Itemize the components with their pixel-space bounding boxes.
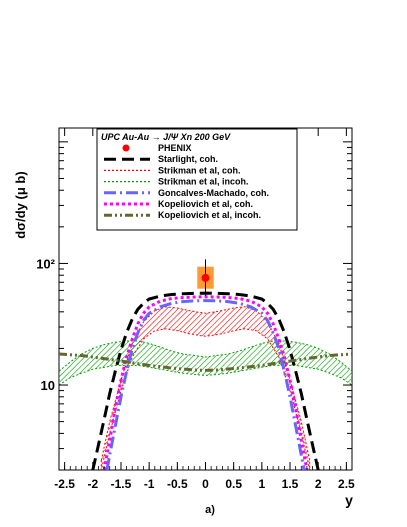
series-band-strikman-et-al-incoh [59, 340, 352, 386]
x-tick-label: -0.5 [167, 477, 188, 491]
x-tick-label: 2.5 [338, 477, 355, 491]
series-line-goncalves-machado-coh [105, 299, 306, 470]
legend-entry-phenix: PHENIX [122, 143, 192, 153]
series-band-strikman-et-al-coh [100, 306, 311, 470]
legend-label: Strikman et al, coh. [158, 165, 241, 175]
legend-box [96, 128, 298, 231]
y-tick-label: 10² [36, 256, 55, 271]
x-tick-label: -1 [144, 477, 155, 491]
legend-header: UPC Au-Au → J/Ψ Xn 200 GeV [101, 132, 231, 142]
legend-swatch-phenix [122, 144, 130, 152]
series-line-kopeliovich-et-al-incoh [59, 352, 352, 372]
x-tick-label: 1.5 [282, 477, 299, 491]
legend-entry-kopeliovich-et-al-coh: Kopeliovich et al, coh. [104, 199, 253, 209]
x-tick-label: 1 [259, 477, 266, 491]
x-axis-title: y [345, 492, 353, 508]
x-tick-label: 0.5 [225, 477, 242, 491]
x-tick-label: 2 [315, 477, 322, 491]
x-tick-label: -2 [87, 477, 98, 491]
y-tick-label: 10 [41, 378, 55, 393]
legend-label: Goncalves-Machado, coh. [158, 188, 269, 198]
series-line-kopeliovich-et-al-coh [102, 295, 309, 470]
legend-label: Strikman et al, incoh. [158, 177, 249, 187]
x-tick-label: -1.5 [111, 477, 132, 491]
data-point-phenix [201, 273, 210, 282]
panel-label: a) [205, 504, 215, 516]
legend-label: Kopeliovich et al, incoh. [158, 210, 261, 220]
legend-entry-kopeliovich-et-al-incoh: Kopeliovich et al, incoh. [104, 210, 261, 220]
legend-entry-goncalves-machado-coh: Goncalves-Machado, coh. [104, 188, 269, 198]
legend-entry-starlight-coh: Starlight, coh. [104, 154, 218, 164]
legend: UPC Au-Au → J/Ψ Xn 200 GeV PHENIXStarlig… [96, 128, 298, 231]
legend-label: Kopeliovich et al, coh. [158, 199, 253, 209]
y-axis-title: dσ/dy (μ b) [13, 171, 28, 238]
legend-entry-strikman-et-al-coh: Strikman et al, coh. [104, 165, 241, 175]
x-tick-label: -2.5 [54, 477, 75, 491]
legend-entry-strikman-et-al-incoh: Strikman et al, incoh. [104, 177, 249, 187]
x-tick-label: 0 [202, 477, 209, 491]
legend-label: PHENIX [158, 143, 192, 153]
legend-label: Starlight, coh. [158, 154, 218, 164]
